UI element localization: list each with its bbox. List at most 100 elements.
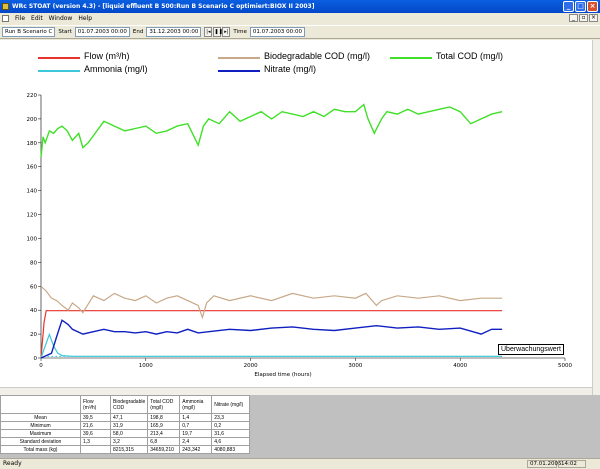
start-label: Start xyxy=(58,29,72,35)
rewind-button[interactable]: |◂ xyxy=(204,27,213,37)
stats-cell: 4,6 xyxy=(211,437,251,446)
stats-cell: 4080,883 xyxy=(211,445,251,454)
stats-cell: 0,7 xyxy=(179,421,213,430)
x-tick-label: 5000 xyxy=(558,363,572,369)
stats-row-label: Minimum xyxy=(0,421,81,430)
series-line-4 xyxy=(40,319,503,359)
stats-cell: 3,2 xyxy=(109,437,149,446)
legend-swatch-bcod xyxy=(218,57,260,59)
menu-bar: File Edit Window Help _ ▫ × xyxy=(0,13,600,24)
legend-flow: Flow (m³/h) xyxy=(84,51,130,61)
stats-cell: 2,4 xyxy=(179,437,213,446)
stats-row: Standard deviation 1,3 3,2 6,8 2,4 4,6 xyxy=(0,437,251,446)
stats-cell: 1,3 xyxy=(80,437,111,446)
doc-restore-button[interactable]: ▫ xyxy=(579,14,588,22)
stats-cell: 31,9 xyxy=(109,421,149,430)
stats-row: Mean 39,5 47,1 198,8 1,4 23,3 xyxy=(0,413,251,422)
start-field[interactable]: 01.07.2003 00:00 xyxy=(74,27,130,37)
y-tick-label: 140 xyxy=(27,189,38,195)
stats-cell: 165,9 xyxy=(147,421,181,430)
stats-col-header xyxy=(0,395,81,414)
y-tick-label: 120 xyxy=(27,213,38,219)
app-icon xyxy=(2,3,9,10)
stats-cell: 34659,210 xyxy=(147,445,181,454)
time-label: Time xyxy=(233,29,247,35)
x-tick-label: 1000 xyxy=(139,363,153,369)
stats-cell: 198,8 xyxy=(147,413,181,422)
stats-row-label: Total mass (kg) xyxy=(0,445,81,454)
stats-row: Maximum 39,6 58,0 213,4 19,7 31,6 xyxy=(0,429,251,438)
document-icon[interactable] xyxy=(2,15,9,22)
doc-close-button[interactable]: × xyxy=(589,14,598,22)
horizontal-scrollbar[interactable] xyxy=(0,387,592,395)
window-title: WRc STOAT (version 4.3) - [liquid efflue… xyxy=(12,3,315,10)
legend-swatch-ammonia xyxy=(38,70,80,72)
plot-area: Flow (m³/h) Ammonia (mg/l) Biodegradable… xyxy=(0,40,600,395)
y-tick-label: 40 xyxy=(30,308,37,314)
end-label: End xyxy=(132,29,144,35)
title-bar: WRc STOAT (version 4.3) - [liquid efflue… xyxy=(0,0,600,13)
stats-table: Flow (m³/h) Biodegradable COD Total COD … xyxy=(0,395,251,454)
stats-cell: 31,6 xyxy=(211,429,251,438)
series-line-2 xyxy=(40,103,503,158)
stats-cell: 58,0 xyxy=(109,429,149,438)
y-tick-label: 180 xyxy=(27,141,38,147)
legend-bcod: Biodegradable COD (mg/l) xyxy=(264,51,371,61)
legend-ammonia: Ammonia (mg/l) xyxy=(84,64,148,74)
annotation-label: Überwachungswert xyxy=(498,344,564,355)
y-tick-label: 60 xyxy=(30,284,37,290)
stats-cell: 0,2 xyxy=(211,421,251,430)
stats-cell: 19,7 xyxy=(179,429,213,438)
stats-col-header: Total COD (mg/l) xyxy=(147,395,181,414)
stats-cell: 23,3 xyxy=(211,413,251,422)
legend-swatch-flow xyxy=(38,57,80,59)
stats-row: Total mass (kg) 8215,315 34659,210 243,342 4… xyxy=(0,445,251,454)
toolbar: Run B Scenario C Start 01.07.2003 00:00 … xyxy=(0,25,600,39)
pause-button[interactable]: ❚❚ xyxy=(213,27,223,37)
legend-nitrate: Nitrate (mg/l) xyxy=(264,64,317,74)
menu-window[interactable]: Window xyxy=(48,15,73,22)
x-tick-label: 0 xyxy=(39,363,43,369)
time-field[interactable]: 01.07.2003 00:00 xyxy=(249,27,305,37)
forward-button[interactable]: ▸| xyxy=(222,27,231,37)
stats-cell: 21,6 xyxy=(80,421,111,430)
doc-minimize-button[interactable]: _ xyxy=(569,14,578,22)
playback-controls: |◂ ❚❚ ▸| xyxy=(204,27,231,37)
menu-edit[interactable]: Edit xyxy=(31,15,43,22)
stats-col-header: Biodegradable COD xyxy=(109,395,149,414)
menu-file[interactable]: File xyxy=(15,15,26,22)
series-line-0 xyxy=(40,310,503,359)
y-tick-label: 200 xyxy=(27,117,38,123)
vertical-scrollbar[interactable] xyxy=(592,40,600,395)
minimize-button[interactable]: _ xyxy=(563,1,574,12)
x-tick-label: 2000 xyxy=(244,363,258,369)
maximize-button[interactable]: □ xyxy=(575,1,586,12)
run-field[interactable]: Run B Scenario C xyxy=(2,27,56,37)
status-date: 07.01.2005 xyxy=(527,460,562,468)
stats-col-header: Flow (m³/h) xyxy=(80,395,111,414)
stats-header-row: Flow (m³/h) Biodegradable COD Total COD … xyxy=(0,395,251,414)
y-tick-label: 80 xyxy=(30,260,37,266)
stats-cell: 243,342 xyxy=(179,445,213,454)
stats-row: Minimum 21,6 31,9 165,9 0,7 0,2 xyxy=(0,421,251,430)
stats-cell: 47,1 xyxy=(109,413,149,422)
x-tick-label: 3000 xyxy=(348,363,362,369)
status-ready: Ready xyxy=(3,460,22,467)
stats-col-header: Nitrate (mg/l) xyxy=(211,395,251,414)
y-tick-label: 100 xyxy=(27,236,38,242)
stats-cell xyxy=(80,445,111,454)
stats-cell: 39,6 xyxy=(80,429,111,438)
stats-row-label: Mean xyxy=(0,413,81,422)
status-time: 14:02 xyxy=(558,460,586,468)
y-tick-label: 0 xyxy=(34,356,38,362)
close-button[interactable]: × xyxy=(587,1,598,12)
legend-swatch-nitrate xyxy=(218,70,260,72)
y-tick-label: 20 xyxy=(30,332,37,338)
menu-help[interactable]: Help xyxy=(78,15,93,22)
x-tick-label: 4000 xyxy=(453,363,467,369)
series-line-3 xyxy=(40,332,503,359)
end-field[interactable]: 31.12.2003 00:00 xyxy=(146,27,202,37)
stats-row-label: Maximum xyxy=(0,429,81,438)
legend-tcod: Total COD (mg/l) xyxy=(436,51,504,61)
